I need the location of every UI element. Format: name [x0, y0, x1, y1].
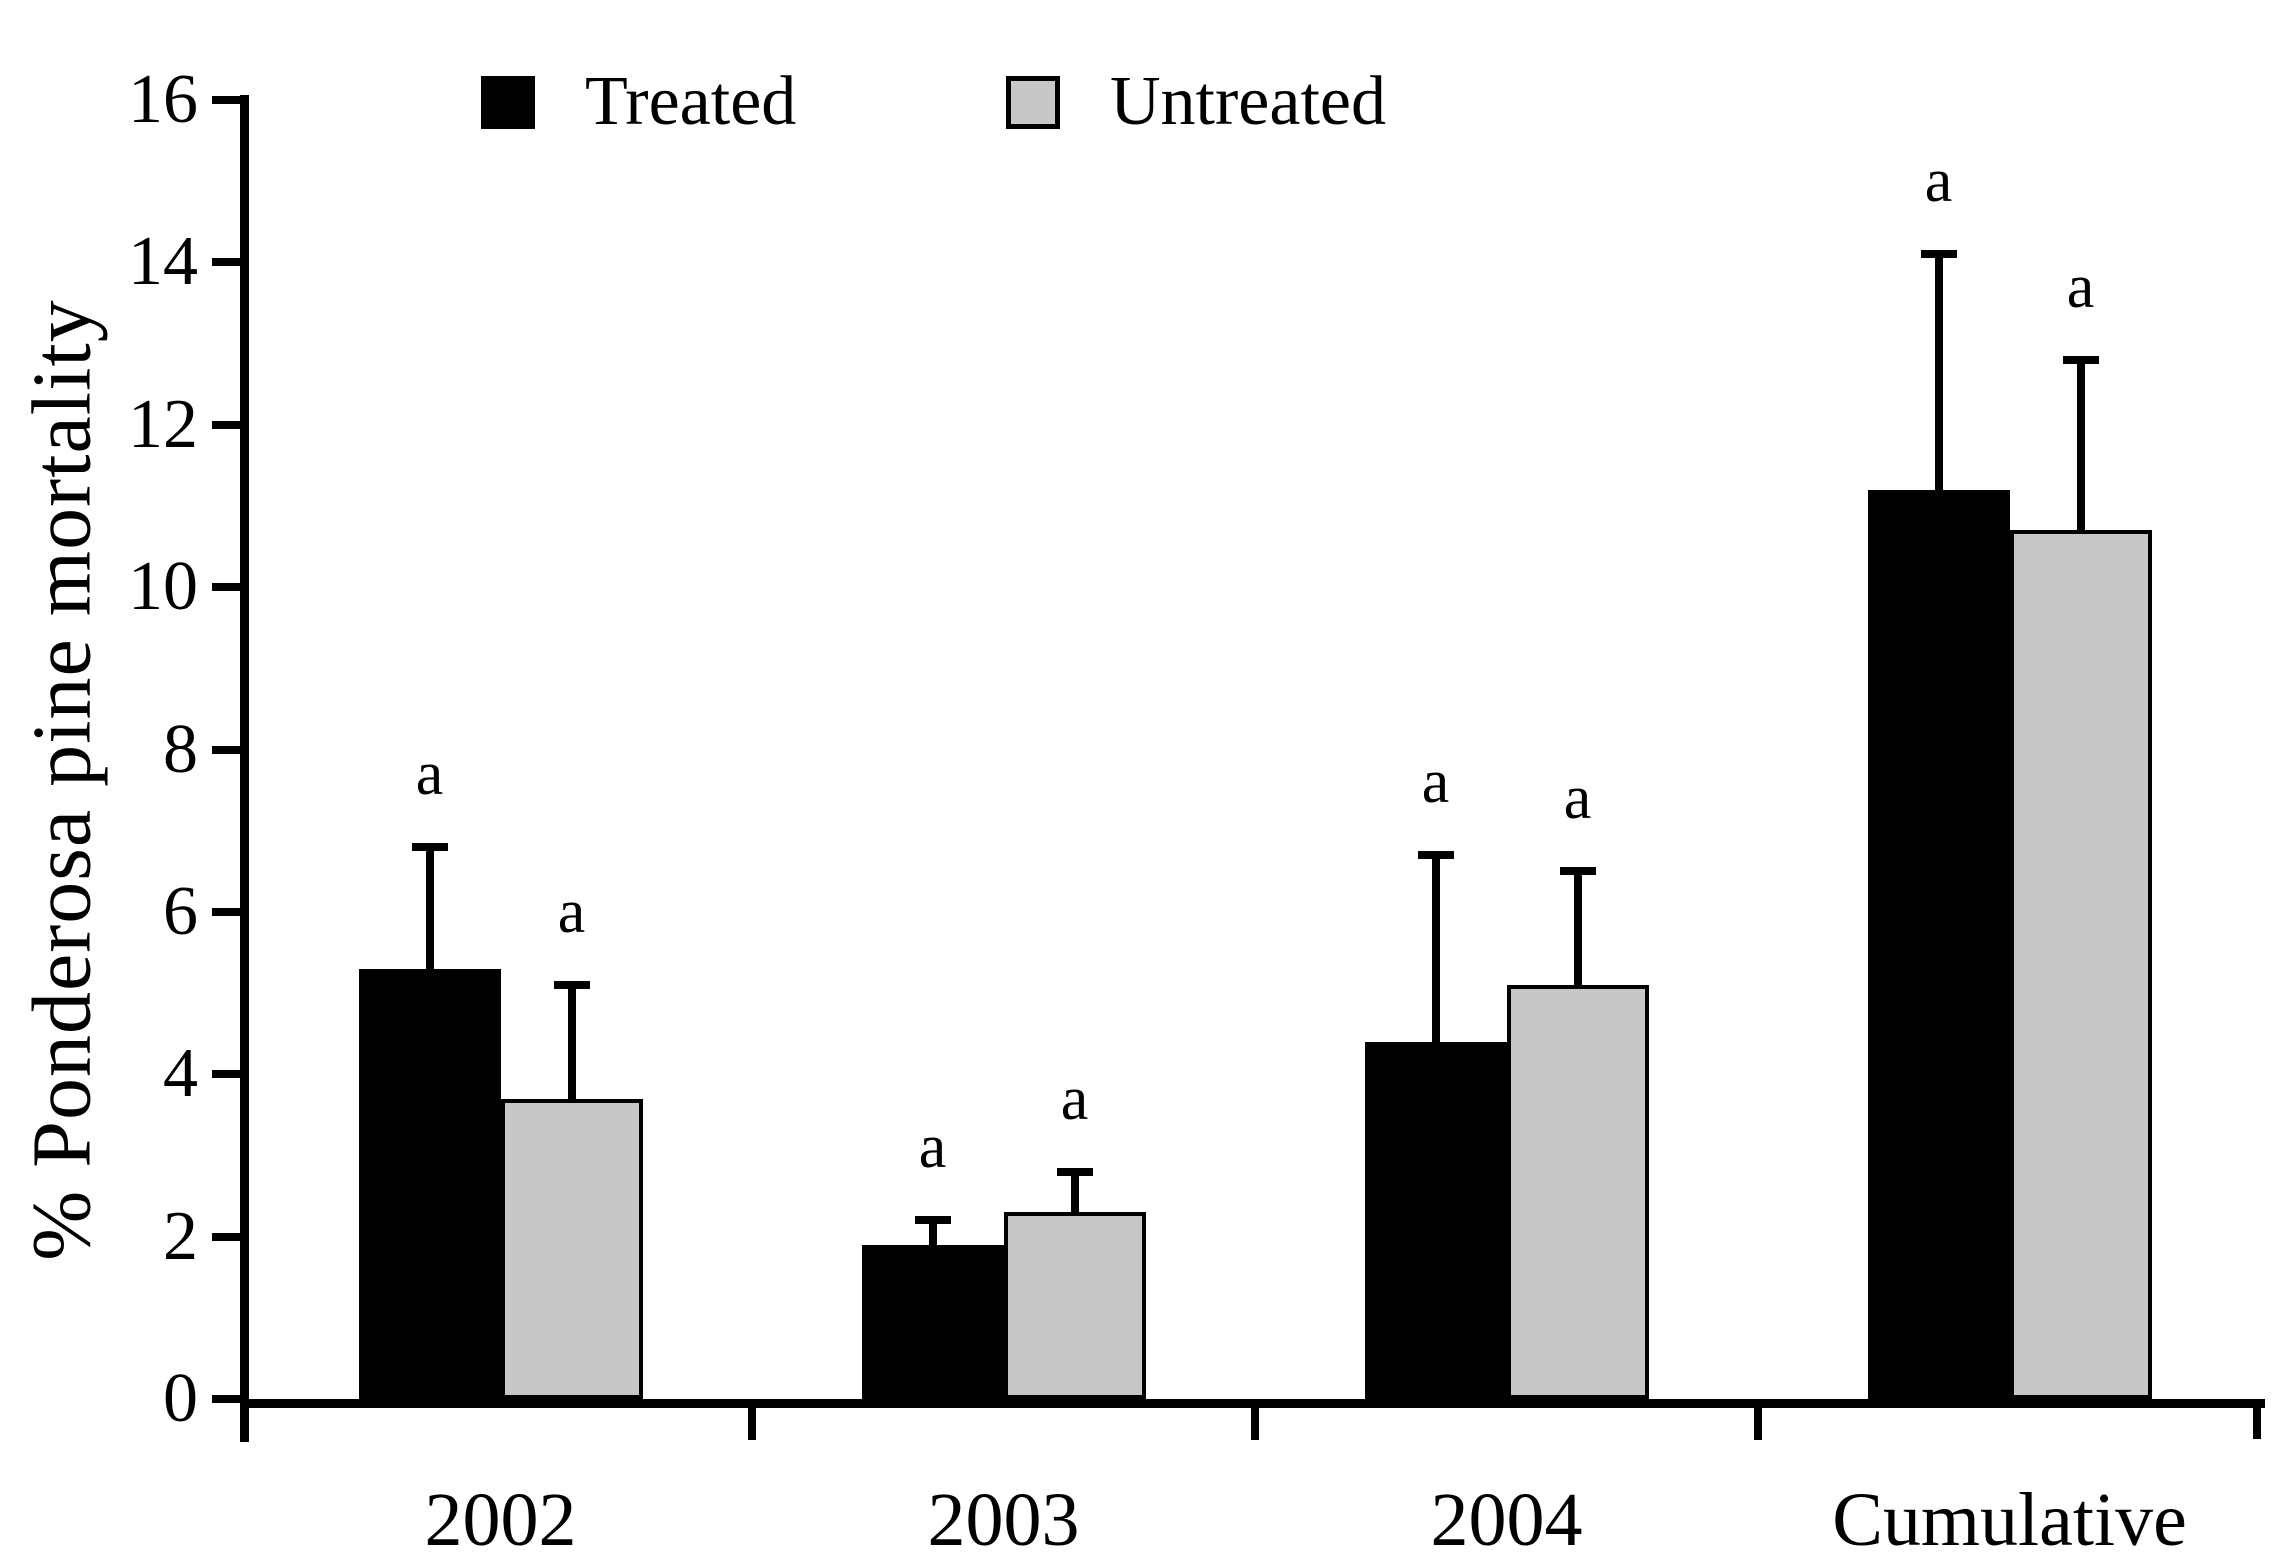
y-tick-label: 14 [128, 223, 198, 301]
error-bar-cap [2062, 355, 2099, 364]
y-tick-label: 4 [163, 1035, 198, 1113]
bar-untreated-cumulative [2009, 530, 2152, 1399]
x-axis-line [240, 1399, 2265, 1408]
y-tick-label: 8 [163, 710, 198, 788]
sig-letter: a [918, 1113, 947, 1182]
y-tick [212, 1395, 240, 1403]
bar-treated-2003 [861, 1244, 1004, 1399]
bar-treated-cumulative [1867, 489, 2010, 1399]
y-tick [212, 258, 240, 267]
x-tick [748, 1408, 756, 1440]
sig-letter: a [1421, 748, 1450, 817]
error-bar-stem [928, 1220, 937, 1245]
error-bar-stem [1431, 855, 1440, 1042]
x-category-label-2003: 2003 [927, 1478, 1080, 1562]
y-axis-line [240, 95, 249, 1442]
bar-untreated-2004 [1506, 984, 1649, 1399]
y-tick-label: 10 [128, 548, 198, 626]
y-tick [212, 583, 240, 592]
sig-letter: a [1563, 764, 1592, 833]
error-bar-cap [914, 1216, 951, 1225]
sig-letter: a [415, 739, 444, 808]
error-bar-stem [1934, 254, 1943, 490]
legend-label-untreated: Untreated [1110, 63, 1386, 140]
y-tick-label: 2 [163, 1197, 198, 1275]
y-tick [212, 96, 240, 104]
error-bar-cap [1920, 250, 1957, 259]
y-tick-label: 6 [163, 872, 198, 950]
error-bar-stem [567, 984, 576, 1099]
legend-item-treated: Treated [481, 67, 796, 137]
y-tick-label: 16 [128, 61, 198, 138]
y-tick [212, 1232, 240, 1241]
x-axis-end-tick [2253, 1399, 2261, 1439]
y-tick [212, 907, 240, 916]
x-category-label-2002: 2002 [424, 1478, 577, 1562]
sig-letter: a [1924, 147, 1953, 216]
untreated-swatch-icon [1006, 75, 1060, 129]
error-bar-stem [425, 846, 434, 969]
x-category-label-2004: 2004 [1430, 1478, 1583, 1562]
legend-item-untreated: Untreated [1006, 67, 1386, 137]
error-bar-cap [553, 980, 590, 989]
error-bar-stem [1070, 1171, 1079, 1213]
error-bar-cap [1056, 1167, 1093, 1176]
error-bar-stem [1573, 871, 1582, 985]
bar-treated-2004 [1364, 1041, 1507, 1399]
y-tick [212, 745, 240, 754]
bar-treated-2002 [358, 968, 501, 1399]
y-tick-label: 0 [163, 1360, 198, 1437]
bar-untreated-2002 [500, 1098, 643, 1399]
x-tick [1251, 1408, 1259, 1440]
sig-letter: a [1060, 1064, 1089, 1133]
x-tick [1754, 1408, 1762, 1440]
error-bar-cap [1559, 867, 1596, 876]
bar-untreated-2003 [1003, 1212, 1146, 1399]
treated-swatch-icon [481, 75, 535, 129]
error-bar-stem [2076, 359, 2085, 531]
error-bar-cap [1417, 851, 1454, 860]
x-category-label-cumulative: Cumulative [1832, 1478, 2187, 1562]
y-tick [212, 1070, 240, 1079]
y-tick [212, 420, 240, 429]
sig-letter: a [2066, 252, 2095, 321]
error-bar-cap [411, 842, 448, 851]
sig-letter: a [557, 877, 586, 946]
legend-label-treated: Treated [585, 63, 797, 140]
y-tick-label: 12 [128, 385, 198, 463]
